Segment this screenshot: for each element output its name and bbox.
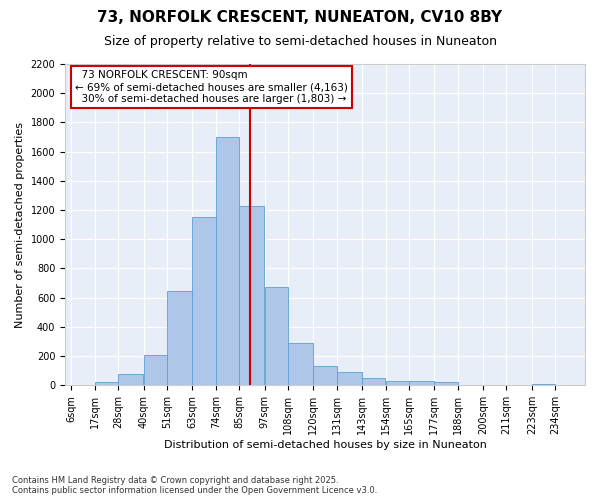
- Text: Contains HM Land Registry data © Crown copyright and database right 2025.
Contai: Contains HM Land Registry data © Crown c…: [12, 476, 377, 495]
- Text: Size of property relative to semi-detached houses in Nuneaton: Size of property relative to semi-detach…: [104, 35, 497, 48]
- Bar: [265, 288, 288, 386]
- Text: 73, NORFOLK CRESCENT, NUNEATON, CV10 8BY: 73, NORFOLK CRESCENT, NUNEATON, CV10 8BY: [97, 10, 503, 25]
- Y-axis label: Number of semi-detached properties: Number of semi-detached properties: [15, 122, 25, 328]
- Bar: [409, 381, 434, 386]
- Bar: [313, 366, 337, 386]
- Bar: [386, 381, 409, 386]
- Bar: [216, 137, 239, 386]
- Bar: [434, 382, 458, 386]
- Bar: [95, 382, 118, 386]
- Bar: [167, 291, 192, 386]
- Text: 73 NORFOLK CRESCENT: 90sqm
← 69% of semi-detached houses are smaller (4,163)
  3: 73 NORFOLK CRESCENT: 90sqm ← 69% of semi…: [76, 70, 349, 104]
- Bar: [337, 372, 362, 386]
- Bar: [143, 354, 167, 386]
- Bar: [118, 374, 143, 386]
- Bar: [239, 206, 265, 386]
- Bar: [532, 384, 555, 386]
- Bar: [193, 218, 215, 386]
- Bar: [288, 343, 313, 386]
- X-axis label: Distribution of semi-detached houses by size in Nuneaton: Distribution of semi-detached houses by …: [164, 440, 487, 450]
- Bar: [362, 378, 385, 386]
